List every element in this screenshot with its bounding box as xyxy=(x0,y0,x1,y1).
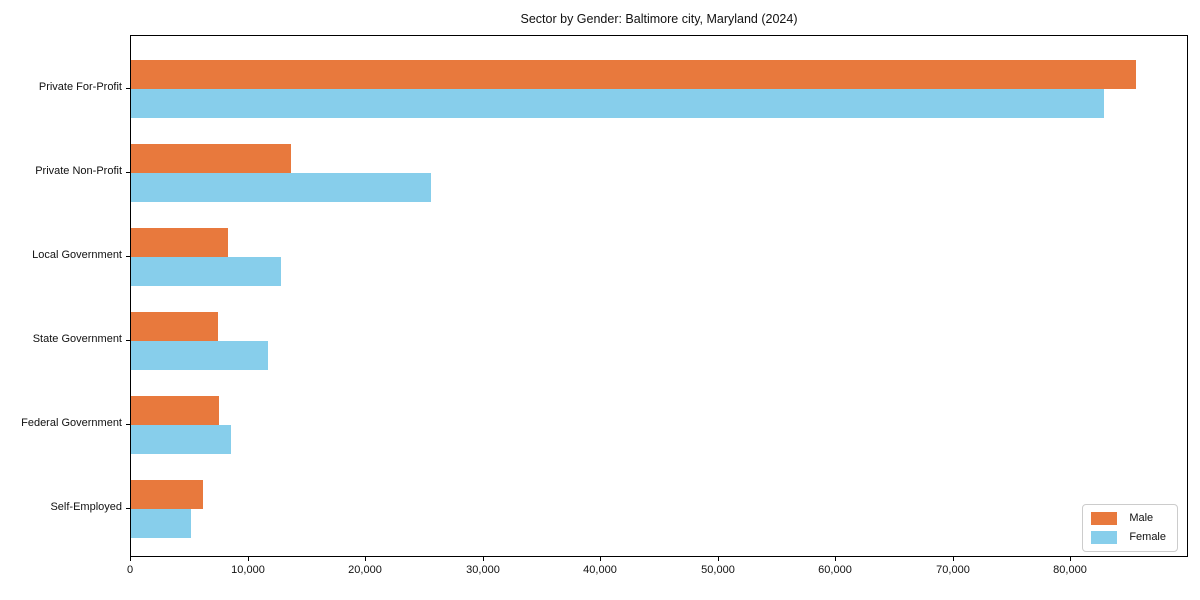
bar-male-5 xyxy=(131,396,219,425)
y-axis-category-label: Self-Employed xyxy=(50,501,122,513)
bar-male-3 xyxy=(131,228,228,257)
x-axis-tick-mark xyxy=(835,557,836,561)
x-axis-tick-label: 30,000 xyxy=(466,564,500,576)
y-axis-tick-mark xyxy=(126,508,130,509)
y-axis-category-label: Private For-Profit xyxy=(38,81,122,93)
x-axis-tick-mark xyxy=(248,557,249,561)
y-axis-tick-mark xyxy=(126,424,130,425)
y-axis-category-label: State Government xyxy=(32,333,122,345)
bar-male-2 xyxy=(131,144,291,173)
bar-female-3 xyxy=(131,257,281,286)
legend-label-female: Female xyxy=(1129,531,1166,543)
legend-label-male: Male xyxy=(1129,512,1154,524)
x-axis-tick-mark xyxy=(483,557,484,561)
y-axis-category-label: Federal Government xyxy=(21,417,122,429)
chart-title: Sector by Gender: Baltimore city, Maryla… xyxy=(520,12,798,26)
x-axis-tick-label: 20,000 xyxy=(348,564,382,576)
male-series-swatch-icon xyxy=(1091,512,1118,525)
x-axis-tick-label: 50,000 xyxy=(701,564,735,576)
bar-female-5 xyxy=(131,425,231,454)
plot-area: Male Female xyxy=(130,35,1188,557)
legend: Male Female xyxy=(1082,504,1178,552)
bar-male-6 xyxy=(131,480,203,509)
y-axis-tick-mark xyxy=(126,88,130,89)
bar-male-1 xyxy=(131,60,1136,89)
bar-female-2 xyxy=(131,173,431,202)
x-axis-tick-mark xyxy=(130,557,131,561)
bar-male-4 xyxy=(131,312,218,341)
y-axis-tick-mark xyxy=(126,256,130,257)
y-axis-category-label: Private Non-Profit xyxy=(35,165,122,177)
legend-item-female: Female xyxy=(1091,531,1166,544)
x-axis-tick-label: 80,000 xyxy=(1053,564,1087,576)
x-axis-tick-label: 70,000 xyxy=(936,564,970,576)
x-axis-tick-mark xyxy=(718,557,719,561)
bar-female-1 xyxy=(131,89,1104,118)
x-axis-tick-mark xyxy=(953,557,954,561)
x-axis-tick-label: 10,000 xyxy=(231,564,265,576)
x-axis-tick-mark xyxy=(1070,557,1071,561)
y-axis-tick-mark xyxy=(126,172,130,173)
x-axis-tick-label: 60,000 xyxy=(818,564,852,576)
y-axis-category-label: Local Government xyxy=(32,249,122,261)
female-series-swatch-icon xyxy=(1091,531,1118,544)
x-axis-tick-mark xyxy=(365,557,366,561)
x-axis-tick-mark xyxy=(600,557,601,561)
legend-item-male: Male xyxy=(1091,512,1166,525)
bar-female-6 xyxy=(131,509,191,538)
y-axis-tick-mark xyxy=(126,340,130,341)
bar-female-4 xyxy=(131,341,268,370)
x-axis-tick-label: 40,000 xyxy=(583,564,617,576)
x-axis-tick-label: 0 xyxy=(126,564,134,576)
